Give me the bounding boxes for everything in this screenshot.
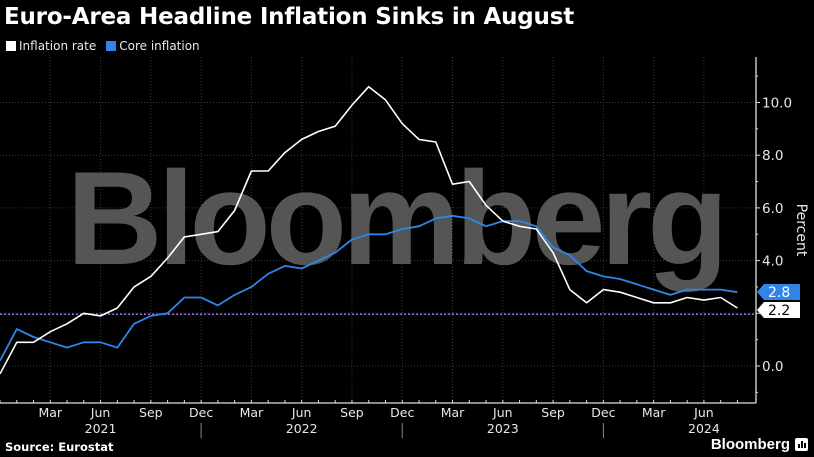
x-tick-label: Jun <box>492 405 513 420</box>
axes: 0.0 4.0 6.0 8.0 10.0 Mar Jun Sep Dec Mar Jun Sep Dec… <box>0 57 792 438</box>
x-tick-label: Sep <box>340 405 364 420</box>
x-tick-label: Mar <box>240 405 264 420</box>
legend-label: Inflation rate <box>19 39 97 53</box>
x-tick-label: Mar <box>441 405 465 420</box>
last-value-callouts: 2.82.2 <box>757 284 800 319</box>
y-tick-label: 10.0 <box>762 96 792 112</box>
y-tick-label: 8.0 <box>762 148 783 164</box>
legend: Inflation rate Core inflation <box>6 39 200 53</box>
legend-swatch-white-icon <box>6 41 16 51</box>
year-label: 2021 <box>85 421 117 436</box>
bloomberg-watermark: Bloomberg <box>67 145 724 293</box>
legend-item-core-inflation: Core inflation <box>106 39 200 53</box>
x-tick-label: Mar <box>38 405 62 420</box>
year-label: 2022 <box>286 421 318 436</box>
y-tick-label: 4.0 <box>762 254 783 270</box>
legend-label: Core inflation <box>119 39 200 53</box>
x-tick-label: Jun <box>90 405 111 420</box>
last-value-label: 2.8 <box>768 285 790 301</box>
x-tick-label: Jun <box>291 405 312 420</box>
bloomberg-chart-icon <box>795 438 808 451</box>
legend-item-inflation-rate: Inflation rate <box>6 39 96 53</box>
chart-title: Euro-Area Headline Inflation Sinks in Au… <box>4 4 575 30</box>
x-tick-label: Sep <box>541 405 565 420</box>
source-note: Source: Eurostat <box>5 440 114 454</box>
x-tick-label: Mar <box>642 405 666 420</box>
year-label: 2023 <box>487 421 519 436</box>
x-tick-label: Sep <box>139 405 163 420</box>
x-tick-label: Jun <box>693 405 714 420</box>
last-value-callout-bg <box>757 302 800 318</box>
y-tick-label: 0.0 <box>762 359 783 375</box>
x-tick-label: Dec <box>189 405 213 420</box>
legend-swatch-blue-icon <box>106 41 117 51</box>
y-axis-label: Percent <box>793 204 809 257</box>
x-tick-label: Dec <box>390 405 414 420</box>
last-value-callout-bg <box>757 284 800 300</box>
year-label: 2024 <box>688 421 720 436</box>
last-value-label: 2.2 <box>768 303 790 319</box>
x-tick-label: Dec <box>591 405 615 420</box>
y-tick-label: 6.0 <box>762 201 783 217</box>
bloomberg-brand: Bloomberg <box>710 436 790 453</box>
gridlines <box>0 57 756 403</box>
core-inflation-line <box>0 214 738 362</box>
inflation-rate-line <box>0 85 738 375</box>
